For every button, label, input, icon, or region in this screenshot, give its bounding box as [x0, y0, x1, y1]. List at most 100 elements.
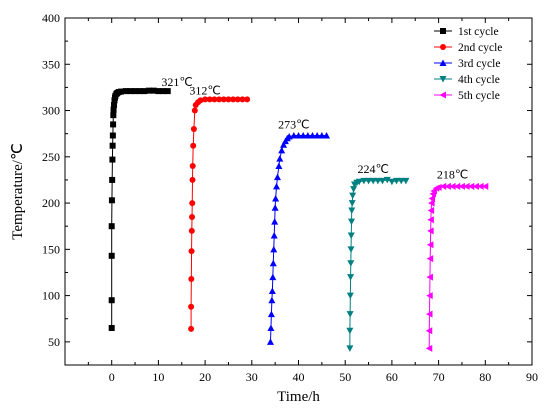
- data-point: [206, 96, 213, 103]
- data-point: [278, 146, 286, 154]
- y-tick-label: 400: [42, 11, 60, 25]
- legend-label: 4th cycle: [458, 74, 500, 86]
- legend-label: 1st cycle: [458, 26, 499, 38]
- data-point: [136, 88, 143, 95]
- data-point: [188, 303, 195, 310]
- series-line: [349, 179, 406, 349]
- x-tick-label: 50: [339, 370, 351, 384]
- data-point: [188, 248, 195, 255]
- data-point: [188, 275, 195, 282]
- data-point: [189, 200, 196, 207]
- data-point: [346, 327, 354, 335]
- x-tick-label: 20: [199, 370, 211, 384]
- series-line: [111, 90, 168, 328]
- data-point: [393, 177, 401, 185]
- data-point: [268, 296, 276, 304]
- data-point: [189, 163, 196, 170]
- series-line: [190, 98, 248, 329]
- data-point: [132, 88, 139, 95]
- data-point: [350, 186, 358, 193]
- data-point: [347, 260, 355, 267]
- data-point: [190, 126, 197, 133]
- data-point: [323, 132, 331, 139]
- data-point: [299, 132, 307, 139]
- data-point: [197, 97, 204, 104]
- data-point: [216, 96, 223, 103]
- x-tick-label: 90: [526, 370, 538, 384]
- x-tick-label: 40: [293, 370, 305, 384]
- legend-entry: 4th cycle: [434, 74, 500, 86]
- data-point: [269, 273, 277, 281]
- data-point: [427, 206, 435, 214]
- data-point: [270, 231, 278, 239]
- data-point: [267, 310, 275, 318]
- data-point: [280, 141, 288, 148]
- y-tick-label: 300: [42, 104, 60, 118]
- plot-area: [64, 17, 533, 366]
- x-tick-label: 70: [433, 370, 445, 384]
- data-point: [435, 183, 442, 191]
- data-point: [109, 132, 116, 139]
- x-tick-label: 80: [479, 370, 491, 384]
- data-point: [108, 252, 115, 259]
- data-point: [346, 311, 354, 318]
- data-point: [110, 112, 117, 119]
- y-tick-label: 50: [48, 335, 60, 349]
- data-point: [425, 327, 433, 335]
- chart-labels: 0 10 20 30 40 50 60 70 80 90 50 100 150 200 250 300 350 4…: [10, 11, 538, 405]
- data-point: [426, 273, 433, 281]
- data-point: [463, 182, 470, 190]
- data-point: [346, 292, 354, 300]
- series-5: [425, 182, 489, 352]
- data-point: [360, 177, 368, 185]
- peak-annotation: 321℃: [161, 75, 192, 89]
- y-tick-label: 350: [42, 57, 60, 71]
- data-point: [347, 246, 355, 253]
- data-point: [271, 204, 279, 211]
- data-point: [426, 241, 434, 249]
- data-point: [295, 132, 302, 139]
- data-point: [273, 173, 281, 181]
- legend-entry: 1st cycle: [434, 26, 499, 38]
- data-point: [190, 142, 197, 149]
- data-point: [164, 88, 171, 95]
- data-point: [108, 223, 115, 230]
- data-point: [426, 292, 433, 300]
- data-point: [110, 106, 117, 113]
- data-point: [202, 96, 209, 103]
- legend-marker: [440, 44, 446, 50]
- data-point: [108, 324, 115, 331]
- legend-entry: 5th cycle: [434, 90, 500, 102]
- data-point: [444, 182, 451, 190]
- data-point: [150, 87, 157, 94]
- data-point: [276, 155, 284, 162]
- y-tick-label: 150: [42, 242, 60, 256]
- peak-annotation: 224℃: [357, 162, 388, 176]
- data-point: [273, 182, 281, 190]
- data-point: [211, 96, 218, 103]
- x-tick-label: 30: [246, 370, 258, 384]
- data-point: [425, 310, 433, 318]
- data-point: [449, 182, 456, 190]
- data-point: [272, 194, 280, 202]
- peak-annotation: 273℃: [278, 118, 309, 132]
- data-point: [122, 88, 129, 95]
- data-point: [266, 338, 274, 345]
- peak-annotation: 218℃: [437, 168, 468, 182]
- data-point: [369, 177, 377, 185]
- series-4: [346, 176, 410, 352]
- data-point: [234, 96, 241, 103]
- series-3: [266, 132, 331, 345]
- data-point: [127, 88, 134, 95]
- data-point: [189, 176, 196, 183]
- data-marks: [108, 87, 489, 352]
- legend: 1st cycle 2nd cycle 3rd cycle 4th cycle 5th …: [434, 26, 502, 102]
- data-point: [191, 107, 198, 114]
- data-point: [118, 88, 125, 95]
- data-point: [267, 324, 275, 331]
- data-point: [348, 200, 356, 207]
- data-point: [271, 218, 279, 225]
- data-point: [155, 88, 162, 95]
- legend-marker: [439, 59, 447, 66]
